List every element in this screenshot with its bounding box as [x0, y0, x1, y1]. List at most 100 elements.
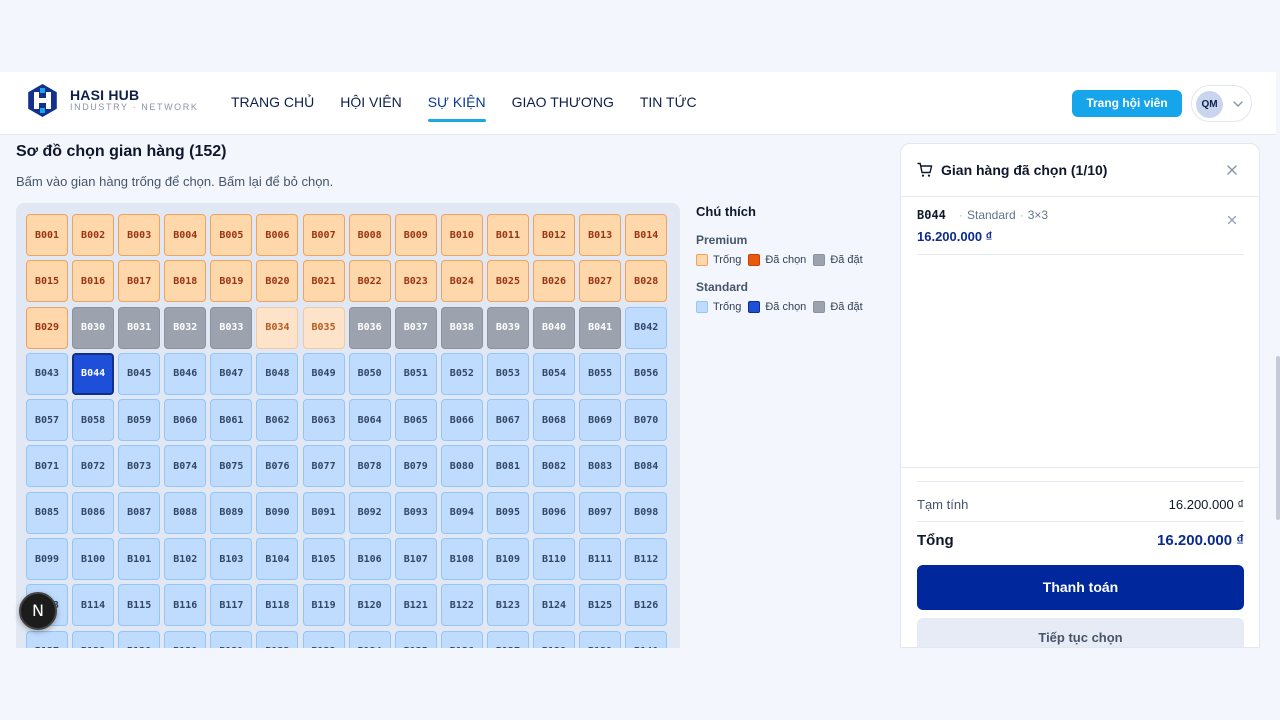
nav-item-news[interactable]: TIN TỨC [639, 94, 697, 110]
booth-b106[interactable]: B106 [348, 538, 391, 581]
booth-b014[interactable]: B014 [625, 214, 668, 256]
booth-b086[interactable]: B086 [72, 491, 115, 534]
booth-b037[interactable]: B037 [394, 306, 437, 349]
hasi-hub-logo[interactable] [26, 84, 59, 117]
booth-b022[interactable]: B022 [348, 260, 391, 303]
nav-item-events[interactable]: SỰ KIỆN [427, 72, 486, 135]
booth-b047[interactable]: B047 [210, 352, 253, 395]
nav-item-members[interactable]: HỘI VIÊN [340, 94, 402, 110]
booth-b075[interactable]: B075 [210, 445, 253, 488]
booth-b065[interactable]: B065 [394, 399, 437, 442]
booth-b059[interactable]: B059 [118, 399, 161, 442]
booth-b063[interactable]: B063 [302, 399, 345, 442]
booth-b122[interactable]: B122 [440, 584, 483, 627]
booth-b093[interactable]: B093 [394, 491, 437, 534]
booth-b114[interactable]: B114 [72, 584, 115, 627]
booth-b125[interactable]: B125 [579, 584, 622, 627]
nav-item-home[interactable]: TRANG CHỦ [231, 94, 315, 110]
nextjs-dev-badge[interactable]: N [19, 592, 57, 630]
booth-b132[interactable]: B132 [256, 630, 299, 648]
booth-b096[interactable]: B096 [533, 491, 576, 534]
booth-b088[interactable]: B088 [164, 491, 207, 534]
booth-b090[interactable]: B090 [256, 491, 299, 534]
booth-b136[interactable]: B136 [440, 630, 483, 648]
booth-b027[interactable]: B027 [579, 260, 622, 303]
booth-b089[interactable]: B089 [210, 491, 253, 534]
booth-b062[interactable]: B062 [256, 399, 299, 442]
booth-b033[interactable]: B033 [210, 306, 253, 349]
checkout-button[interactable]: Thanh toán [917, 565, 1244, 610]
booth-b002[interactable]: B002 [72, 214, 115, 256]
booth-b043[interactable]: B043 [26, 352, 68, 395]
booth-b133[interactable]: B133 [302, 630, 345, 648]
booth-b049[interactable]: B049 [302, 352, 345, 395]
booth-b016[interactable]: B016 [72, 260, 115, 303]
continue-selecting-button[interactable]: Tiếp tục chọn [917, 618, 1244, 647]
member-page-button[interactable]: Trang hội viên [1072, 90, 1182, 117]
booth-b031[interactable]: B031 [118, 306, 161, 349]
booth-b054[interactable]: B054 [533, 352, 576, 395]
booth-b123[interactable]: B123 [486, 584, 529, 627]
booth-b119[interactable]: B119 [302, 584, 345, 627]
booth-b036[interactable]: B036 [348, 306, 391, 349]
booth-b115[interactable]: B115 [118, 584, 161, 627]
booth-b097[interactable]: B097 [579, 491, 622, 534]
booth-b109[interactable]: B109 [486, 538, 529, 581]
booth-b092[interactable]: B092 [348, 491, 391, 534]
booth-b078[interactable]: B078 [348, 445, 391, 488]
booth-b094[interactable]: B094 [440, 491, 483, 534]
booth-b116[interactable]: B116 [164, 584, 207, 627]
booth-b130[interactable]: B130 [164, 630, 207, 648]
booth-b103[interactable]: B103 [210, 538, 253, 581]
remove-item-icon[interactable] [1226, 214, 1238, 226]
booth-b069[interactable]: B069 [579, 399, 622, 442]
booth-b101[interactable]: B101 [118, 538, 161, 581]
booth-b105[interactable]: B105 [302, 538, 345, 581]
booth-b023[interactable]: B023 [394, 260, 437, 303]
booth-b028[interactable]: B028 [625, 260, 668, 303]
booth-b085[interactable]: B085 [26, 491, 68, 534]
booth-b021[interactable]: B021 [302, 260, 345, 303]
booth-b081[interactable]: B081 [486, 445, 529, 488]
booth-b099[interactable]: B099 [26, 538, 68, 581]
booth-b126[interactable]: B126 [625, 584, 668, 627]
booth-b042[interactable]: B042 [625, 306, 668, 349]
booth-b139[interactable]: B139 [579, 630, 622, 648]
booth-b128[interactable]: B128 [72, 630, 115, 648]
booth-b108[interactable]: B108 [440, 538, 483, 581]
booth-b127[interactable]: B127 [26, 630, 68, 648]
booth-b052[interactable]: B052 [440, 352, 483, 395]
booth-b080[interactable]: B080 [440, 445, 483, 488]
booth-b083[interactable]: B083 [579, 445, 622, 488]
booth-b095[interactable]: B095 [486, 491, 529, 534]
booth-b013[interactable]: B013 [579, 214, 622, 256]
booth-b104[interactable]: B104 [256, 538, 299, 581]
booth-b048[interactable]: B048 [256, 352, 299, 395]
booth-b011[interactable]: B011 [486, 214, 529, 256]
booth-b120[interactable]: B120 [348, 584, 391, 627]
booth-b017[interactable]: B017 [118, 260, 161, 303]
close-icon[interactable] [1225, 163, 1239, 177]
booth-b071[interactable]: B071 [26, 445, 68, 488]
user-menu[interactable]: QM [1191, 85, 1252, 122]
booth-b034[interactable]: B034 [256, 306, 299, 349]
booth-b032[interactable]: B032 [164, 306, 207, 349]
booth-b102[interactable]: B102 [164, 538, 207, 581]
booth-b100[interactable]: B100 [72, 538, 115, 581]
booth-b009[interactable]: B009 [394, 214, 437, 256]
booth-b050[interactable]: B050 [348, 352, 391, 395]
booth-b067[interactable]: B067 [486, 399, 529, 442]
booth-b010[interactable]: B010 [440, 214, 483, 256]
booth-b030[interactable]: B030 [72, 306, 115, 349]
booth-b056[interactable]: B056 [625, 352, 668, 395]
booth-b074[interactable]: B074 [164, 445, 207, 488]
booth-b040[interactable]: B040 [533, 306, 576, 349]
booth-b082[interactable]: B082 [533, 445, 576, 488]
booth-b044[interactable]: B044 [72, 352, 115, 395]
booth-b110[interactable]: B110 [533, 538, 576, 581]
nav-item-trade[interactable]: GIAO THƯƠNG [511, 94, 614, 110]
booth-b084[interactable]: B084 [625, 445, 668, 488]
booth-b124[interactable]: B124 [533, 584, 576, 627]
booth-b066[interactable]: B066 [440, 399, 483, 442]
booth-b060[interactable]: B060 [164, 399, 207, 442]
